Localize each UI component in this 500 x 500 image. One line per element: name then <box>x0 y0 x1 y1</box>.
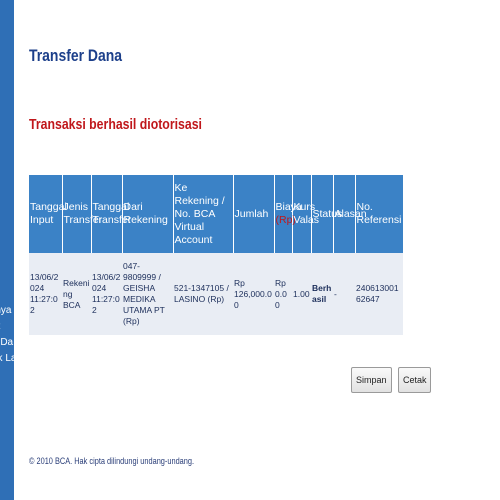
table-row: 13/06/2024 11:27:02 Rekening BCA 13/06/2… <box>29 253 403 335</box>
cell-no-referensi: 24061300162647 <box>355 253 403 335</box>
header-dari-rekening: Dari Rekening <box>122 175 174 253</box>
sidebar-menu-fragments: rnya nt n Da nk La <box>0 303 14 367</box>
footer-copyright: © 2010 BCA. Hak cipta dilindungi undang-… <box>29 456 195 466</box>
page-title: Transfer Dana <box>29 46 122 65</box>
header-alasan: Alasan <box>333 175 367 253</box>
sidebar-fragment[interactable]: rnya <box>0 305 12 316</box>
status-message: Transaksi berhasil diotorisasi <box>29 116 202 133</box>
cell-ke-rekening: 521-1347105 / LASINO (Rp) <box>173 253 233 335</box>
transaction-table: Tanggal Input Jenis Transfer Tanggal Tra… <box>29 175 404 335</box>
header-status: Status <box>311 175 342 253</box>
sidebar-fragment[interactable]: nt <box>0 319 14 335</box>
left-sidebar-strip <box>0 0 14 500</box>
cell-tanggal-transfer: 13/06/2024 11:27:02 <box>91 253 122 335</box>
cell-alasan: - <box>333 253 355 335</box>
header-biaya: Biaya (Rp) <box>274 175 302 253</box>
cell-dari-rekening: 047-9809999 / GEISHA MEDIKA UTAMA PT (Rp… <box>122 253 173 335</box>
header-jenis-transfer: Jenis Transfer <box>62 175 102 253</box>
header-biaya-unit: (Rp) <box>275 214 296 226</box>
cell-jumlah: Rp 126,000.00 <box>233 253 274 335</box>
sidebar-fragment[interactable]: nk La <box>0 353 14 364</box>
cell-tanggal-input: 13/06/2024 11:27:02 <box>29 253 62 335</box>
simpan-button[interactable]: Simpan <box>351 367 392 393</box>
header-jumlah: Jumlah <box>233 175 275 253</box>
header-tanggal-input: Tanggal Input <box>29 175 67 253</box>
cell-status: Berhasil <box>311 253 333 335</box>
header-ke-rekening: Ke Rekening / No. BCA Virtual Account <box>173 175 234 253</box>
header-no-referensi: No. Referensi <box>355 175 404 253</box>
cell-kurs-valas: 1.00 <box>292 253 311 335</box>
cell-jenis-transfer: Rekening BCA <box>62 253 91 335</box>
sidebar-fragment[interactable]: n Da <box>0 337 14 348</box>
action-buttons: Simpan Cetak <box>351 367 433 393</box>
header-tanggal-transfer: Tanggal Transfer <box>91 175 131 253</box>
header-kurs-valas: Kurs Valas <box>292 175 319 253</box>
cell-biaya: Rp 0.00 <box>274 253 292 335</box>
cetak-button[interactable]: Cetak <box>397 367 432 393</box>
